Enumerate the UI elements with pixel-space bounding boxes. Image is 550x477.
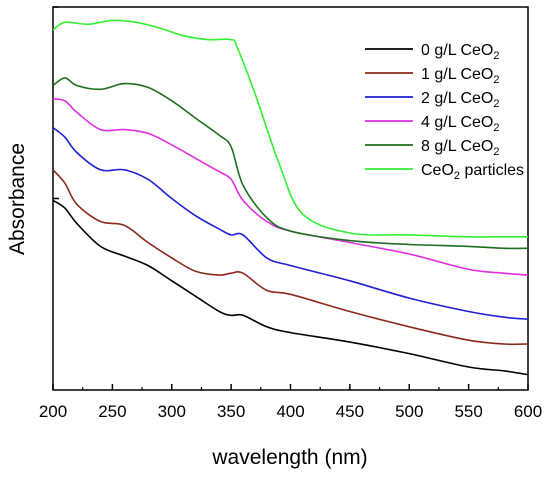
series-line-2 [52,126,529,320]
legend-label: 1 g/L CeO2 [421,66,499,86]
series-line-0 [52,199,529,376]
x-tick-label: 600 [514,402,542,421]
x-tick-label: 250 [98,402,126,421]
x-axis: 200 250 300 350 400 450 500 550 600 [39,384,542,421]
legend-label: 2 g/L CeO2 [421,90,499,110]
x-tick-label: 550 [454,402,482,421]
x-tick-label: 400 [276,402,304,421]
series-lines [52,19,529,376]
x-tick-label: 450 [336,402,364,421]
series-line-1 [52,169,529,346]
y-axis [53,6,59,200]
x-tick-label: 200 [39,402,67,421]
series-line-3 [52,98,529,276]
y-axis-title: Absorbance [6,143,29,255]
x-tick-label: 300 [158,402,186,421]
legend-label: 4 g/L CeO2 [421,114,499,134]
x-axis-title: wavelength (nm) [211,446,367,469]
series-line-5 [52,19,528,238]
series-line-4 [52,77,529,250]
legend-label: 0 g/L CeO2 [421,42,499,62]
legend: 0 g/L CeO2 1 g/L CeO2 2 g/L CeO2 4 g/L CeO2… [365,42,524,182]
plot-area: 200 250 300 350 400 450 500 550 600 [39,6,542,421]
legend-label: 8 g/L CeO2 [421,138,499,158]
x-tick-label: 500 [395,402,423,421]
legend-label: CeO2 particles [421,162,524,182]
x-tick-label: 350 [217,402,245,421]
